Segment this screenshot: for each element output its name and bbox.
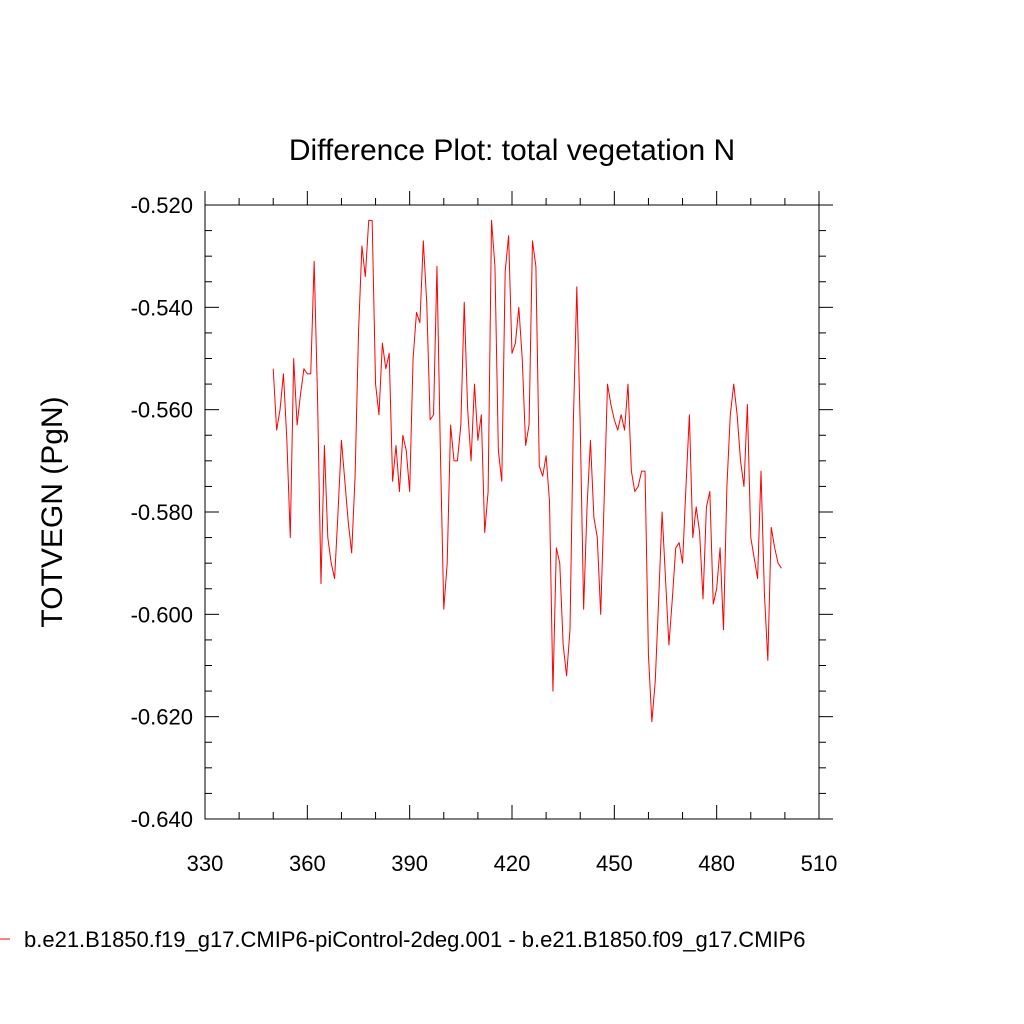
y-tick-label: -0.520	[131, 193, 193, 218]
series-line-0	[272, 219, 782, 723]
series-lines	[272, 219, 782, 723]
x-tick-label: 330	[187, 851, 224, 876]
x-tick-label: 510	[801, 851, 838, 876]
x-tick-label: 390	[391, 851, 428, 876]
y-axis-label: TOTVEGN (PgN)	[36, 396, 69, 627]
y-tick-label: -0.620	[131, 705, 193, 730]
chart-title: Difference Plot: total vegetation N	[289, 134, 735, 167]
x-tick-label: 360	[289, 851, 326, 876]
legend: b.e21.B1850.f19_g17.CMIP6-piControl-2deg…	[0, 927, 806, 952]
y-tick-label: -0.540	[131, 295, 193, 320]
legend-label: b.e21.B1850.f19_g17.CMIP6-piControl-2deg…	[24, 927, 806, 952]
axis-tick-labels: 330 360 390 420 450 480 510 -0.640 -0.620 -0.600 -…	[131, 193, 838, 876]
y-tick-label: -0.560	[131, 398, 193, 423]
y-tick-label: -0.580	[131, 500, 193, 525]
x-tick-label: 450	[596, 851, 633, 876]
y-tick-label: -0.600	[131, 602, 193, 627]
y-tick-label: -0.640	[131, 807, 193, 832]
x-tick-label: 420	[494, 851, 531, 876]
x-tick-label: 480	[698, 851, 735, 876]
axis-ticks	[204, 191, 833, 820]
